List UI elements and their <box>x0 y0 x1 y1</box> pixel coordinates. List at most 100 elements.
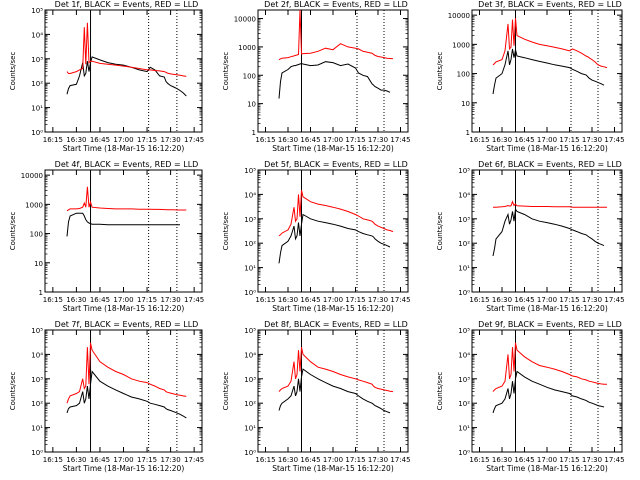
x-tick-label: 17:45 <box>390 456 410 464</box>
y-tick-label: 10⁵ <box>31 327 43 335</box>
chart-title: Det 3f, BLACK = Events, RED = LLD <box>478 0 622 9</box>
y-axis-label: Counts/sec <box>9 52 17 91</box>
x-tick-label: 17:00 <box>537 296 557 304</box>
y-tick-label: 100 <box>30 231 43 239</box>
plot-frame <box>257 9 409 133</box>
y-tick-label: 10¹ <box>458 425 470 433</box>
series-line-events <box>492 370 605 414</box>
series-line-events <box>66 212 180 237</box>
x-tick-label: 17:00 <box>113 136 133 144</box>
x-tick-label: 16:30 <box>66 296 86 304</box>
chart-panel: Det 2f, BLACK = Events, RED = LLD 1 10 100 1… <box>222 0 411 153</box>
chart-panel: Det 3f, BLACK = Events, RED = LLD 1 10 100 1… <box>436 0 625 153</box>
series-line-events <box>492 207 605 257</box>
x-tick-label: 16:45 <box>90 296 110 304</box>
y-tick-label: 10⁵ <box>458 167 470 175</box>
x-tick-label: 16:30 <box>278 136 298 144</box>
chart-title: Det 2f, BLACK = Events, RED = LLD <box>264 0 408 9</box>
y-axis-label: Counts/sec <box>222 372 230 411</box>
plot-frame <box>44 169 203 293</box>
x-tick-label: 17:45 <box>390 296 410 304</box>
x-axis-label: Start Time (18-Mar-15 16:12:20) <box>63 304 185 313</box>
plot-frame <box>257 329 409 453</box>
x-tick-label: 17:30 <box>582 456 602 464</box>
x-tick-label: 17:45 <box>184 296 204 304</box>
y-tick-label: 10⁵ <box>244 167 256 175</box>
y-tick-label: 10 <box>247 101 256 109</box>
y-axis-label: Counts/sec <box>436 52 444 91</box>
series-line-lld <box>66 22 187 77</box>
y-tick-label: 10² <box>31 400 43 408</box>
x-tick-label: 17:00 <box>113 296 133 304</box>
series-line-events <box>278 213 391 264</box>
y-tick-label: 10⁵ <box>458 327 470 335</box>
y-tick-label: 1 <box>252 129 256 137</box>
x-axis-label: Start Time (18-Mar-15 16:12:20) <box>486 144 608 153</box>
y-tick-label: 10¹ <box>458 265 470 273</box>
chart-panel: Det 8f, BLACK = Events, RED = LLD 10⁰ 10¹ 1… <box>222 320 411 473</box>
series-line-events <box>278 61 391 99</box>
x-tick-label: 17:00 <box>323 456 343 464</box>
y-tick-label: 10⁰ <box>458 289 470 297</box>
x-tick-label: 17:45 <box>604 296 624 304</box>
y-tick-label: 100 <box>457 71 470 79</box>
x-axis-label: Start Time (18-Mar-15 16:12:20) <box>486 304 608 313</box>
chart-title: Det 4f, BLACK = Events, RED = LLD <box>55 160 199 169</box>
x-tick-label: 17:15 <box>137 296 157 304</box>
y-tick-label: 10⁰ <box>244 289 256 297</box>
x-tick-label: 16:45 <box>90 136 110 144</box>
y-tick-label: 10⁰ <box>31 129 43 137</box>
series-line-lld <box>278 346 394 393</box>
x-tick-label: 17:30 <box>582 296 602 304</box>
x-tick-label: 17:30 <box>582 136 602 144</box>
plot-frame <box>471 169 623 293</box>
y-tick-label: 10⁴ <box>31 351 43 359</box>
y-tick-label: 10⁰ <box>244 449 256 457</box>
x-axis-label: Start Time (18-Mar-15 16:12:20) <box>272 464 394 473</box>
chart-title: Det 1f, BLACK = Events, RED = LLD <box>55 0 199 9</box>
y-axis-label: Counts/sec <box>9 372 17 411</box>
x-tick-label: 16:15 <box>469 136 489 144</box>
y-tick-label: 10000 <box>448 12 470 20</box>
x-tick-label: 16:45 <box>90 456 110 464</box>
y-tick-label: 10³ <box>31 376 43 384</box>
y-tick-label: 10⁴ <box>458 191 470 199</box>
series-line-events <box>66 56 187 97</box>
y-tick-label: 10¹ <box>31 105 43 113</box>
series-line-events <box>278 368 391 414</box>
chart-title: Det 9f, BLACK = Events, RED = LLD <box>478 320 622 329</box>
x-tick-label: 17:45 <box>604 136 624 144</box>
x-tick-label: 17:15 <box>559 296 579 304</box>
y-axis-label: Counts/sec <box>222 212 230 251</box>
x-axis-label: Start Time (18-Mar-15 16:12:20) <box>272 144 394 153</box>
x-tick-label: 17:45 <box>604 456 624 464</box>
x-tick-label: 16:45 <box>514 456 534 464</box>
x-tick-label: 16:15 <box>43 456 63 464</box>
x-tick-label: 17:00 <box>323 136 343 144</box>
y-tick-label: 10² <box>458 240 470 248</box>
chart-panel: Det 5f, BLACK = Events, RED = LLD 10⁰ 10¹ 1… <box>222 160 411 313</box>
y-tick-label: 10¹ <box>244 265 256 273</box>
x-tick-label: 16:45 <box>300 456 320 464</box>
y-tick-label: 10⁴ <box>244 191 256 199</box>
x-tick-label: 17:45 <box>184 456 204 464</box>
x-tick-label: 16:45 <box>300 136 320 144</box>
y-tick-label: 10⁰ <box>31 449 43 457</box>
x-tick-label: 16:45 <box>514 296 534 304</box>
x-tick-label: 16:45 <box>514 136 534 144</box>
y-tick-label: 10⁴ <box>31 31 43 39</box>
y-tick-label: 10⁴ <box>458 351 470 359</box>
chart-panel: Det 9f, BLACK = Events, RED = LLD 10⁰ 10¹ 1… <box>436 320 625 473</box>
x-tick-label: 17:30 <box>368 296 388 304</box>
plot-frame <box>471 9 623 133</box>
series-line-lld <box>492 342 607 392</box>
y-tick-label: 10² <box>458 400 470 408</box>
x-tick-label: 17:30 <box>161 296 181 304</box>
x-tick-label: 17:15 <box>345 136 365 144</box>
x-tick-label: 16:30 <box>492 296 512 304</box>
y-tick-label: 1000 <box>238 44 256 52</box>
y-tick-label: 10000 <box>21 172 43 180</box>
y-tick-label: 10¹ <box>31 425 43 433</box>
x-tick-label: 16:15 <box>469 456 489 464</box>
